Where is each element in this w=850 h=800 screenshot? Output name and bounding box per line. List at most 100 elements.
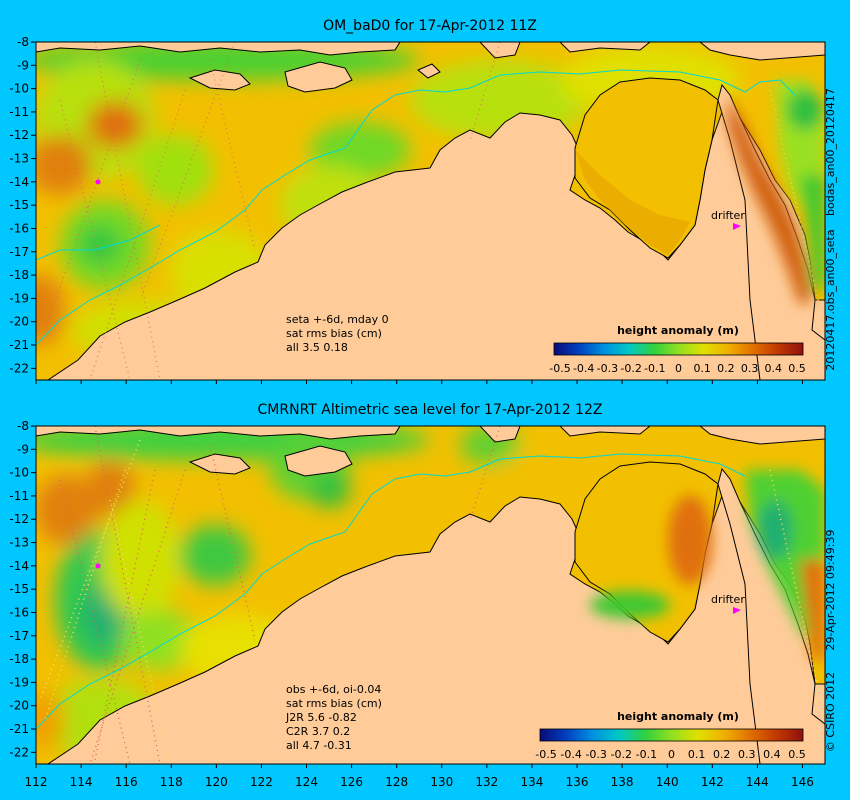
panel-1-note-line: all 3.5 0.18 — [286, 341, 348, 354]
lon-tick-label: 128 — [385, 775, 408, 789]
panel-1-east-field — [728, 80, 825, 305]
lon-tick-label: 114 — [70, 775, 93, 789]
panel-2-note-line: all 4.7 -0.31 — [286, 739, 352, 752]
lat-tick-label: -9 — [17, 58, 29, 72]
lat-tick-label: -10 — [9, 466, 29, 480]
panel-2-isobath — [36, 453, 746, 730]
lon-tick-label: 144 — [746, 775, 769, 789]
panel-1-title: OM_baD0 for 17-Apr-2012 11Z — [323, 18, 537, 34]
lon-tick-label: 136 — [566, 775, 589, 789]
panel-2-note-line: J2R 5.6 -0.82 — [285, 711, 357, 724]
panel-2-tracks — [39, 426, 825, 764]
panel-2-drifter-marker: drifter — [95, 563, 745, 614]
panel-2-lat-axis: -8 -9 -10 -11 -12 -13 -14 -15 -16 -17 -18 -19 -20 -21… — [9, 419, 36, 759]
colorbar-tick-label: 0.5 — [788, 748, 806, 761]
panel-2-colorbar-title: height anomaly (m) — [617, 710, 739, 723]
lat-tick-label: -22 — [9, 361, 29, 375]
panel-2-side-label-bottom: © CSIRO 2012 — [824, 672, 837, 752]
panel-2-title: CMRNRT Altimetric sea level for 17-Apr-2… — [258, 402, 603, 418]
lat-tick-label: -11 — [9, 489, 29, 503]
colorbar-tick-label: -0.4 — [560, 748, 581, 761]
lon-tick-label: 146 — [791, 775, 814, 789]
lon-tick-label: 124 — [295, 775, 318, 789]
colorbar-tick-label: 0.1 — [693, 362, 711, 375]
lat-tick-label: -18 — [9, 652, 29, 666]
lon-tick-label: 132 — [475, 775, 498, 789]
lon-tick-label: 134 — [520, 775, 543, 789]
lon-tick-label: 142 — [701, 775, 724, 789]
colorbar-tick-label: -0.3 — [597, 362, 618, 375]
lat-tick-label: -20 — [9, 699, 29, 713]
panel-2-map-area: drifter — [36, 426, 825, 764]
lon-axis: 112 114 116 118 120 122 124 126 128 130 132 134 136 1… — [25, 380, 814, 789]
panel-1-colorbar-title: height anomaly (m) — [617, 324, 739, 337]
colorbar-tick-label: -0.3 — [585, 748, 606, 761]
lat-tick-label: -8 — [17, 419, 29, 433]
lat-tick-label: -22 — [9, 745, 29, 759]
lat-tick-label: -16 — [9, 605, 29, 619]
lon-tick-label: 140 — [656, 775, 679, 789]
colorbar-tick-label: 0.2 — [717, 362, 735, 375]
panel-2-note-line: C2R 3.7 0.2 — [286, 725, 350, 738]
lat-tick-label: -14 — [9, 175, 29, 189]
lat-tick-label: -16 — [9, 221, 29, 235]
lon-tick-label: 118 — [160, 775, 183, 789]
panel-2-frame — [35, 425, 826, 765]
panel-2-side-label: 29-Apr-2012 09:49:39 — [824, 530, 837, 651]
panel-2-note-line: obs +-6d, oi-0.04 — [286, 683, 381, 696]
panel-2-note-line: sat rms bias (cm) — [286, 697, 382, 710]
panel-1-side-label: 20120417.obs_an00_seta — [824, 229, 837, 370]
panel-1-lat-axis: -8 -9 -10 -11 -12 -13 -14 -15 -16 -17 -18 -19 -20 -21… — [9, 35, 36, 375]
lat-tick-label: -12 — [9, 128, 29, 142]
colorbar-tick-label: -0.5 — [549, 362, 570, 375]
panel-2-drifter-label: drifter — [711, 593, 745, 606]
lat-tick-label: -15 — [9, 582, 29, 596]
panel-1-colorbar: height anomaly (m) -0.5 -0.4 -0.3 -0.2 -0.1 0… — [549, 324, 805, 375]
colorbar-tick-label: 0.4 — [765, 362, 783, 375]
lon-tick-label: 138 — [611, 775, 634, 789]
colorbar-tick-label: 0.3 — [741, 362, 759, 375]
lat-tick-label: -13 — [9, 152, 29, 166]
lat-tick-label: -20 — [9, 315, 29, 329]
lat-tick-label: -11 — [9, 105, 29, 119]
colorbar-tick-label: 0 — [675, 362, 682, 375]
panel-1-frame — [35, 41, 826, 381]
lat-tick-label: -19 — [9, 291, 29, 305]
panel-1-drifter-label: drifter — [711, 209, 745, 222]
lat-tick-label: -17 — [9, 245, 29, 259]
colorbar-tick-label: 0.3 — [738, 748, 756, 761]
lon-tick-label: 120 — [205, 775, 228, 789]
lat-tick-label: -15 — [9, 198, 29, 212]
panel-1: OM_baD0 for 17-Apr-2012 11Z — [9, 18, 837, 381]
panel-2-notes: obs +-6d, oi-0.04 sat rms bias (cm) J2R … — [285, 683, 382, 752]
panel-1-notes: seta +-6d, mday 0 sat rms bias (cm) all … — [286, 313, 389, 354]
lat-tick-label: -10 — [9, 82, 29, 96]
lon-tick-label: 126 — [340, 775, 363, 789]
lat-tick-label: -21 — [9, 338, 29, 352]
lon-tick-label: 122 — [250, 775, 273, 789]
colorbar-tick-label: 0.4 — [763, 748, 781, 761]
panel-2-colorbar: height anomaly (m) -0.5 -0.4 -0.3 -0.2 -0.1 0… — [535, 710, 805, 761]
lat-tick-label: -14 — [9, 559, 29, 573]
colorbar-tick-label: -0.2 — [620, 362, 641, 375]
colorbar-tick-label: -0.1 — [636, 748, 657, 761]
lon-tick-label: 130 — [430, 775, 453, 789]
panel-2-land — [36, 426, 825, 764]
lat-tick-label: -9 — [17, 442, 29, 456]
panel-2: CMRNRT Altimetric sea level for 17-Apr-2… — [9, 402, 837, 765]
lat-tick-label: -21 — [9, 722, 29, 736]
colorbar-tick-label: -0.4 — [573, 362, 594, 375]
colorbar-tick-label: -0.5 — [535, 748, 556, 761]
colorbar-tick-label: -0.1 — [644, 362, 665, 375]
panel-1-map-area: drifter — [36, 42, 825, 380]
colorbar-tick-label: 0 — [668, 748, 675, 761]
panel-1-drifter-marker: drifter — [95, 179, 745, 230]
lat-tick-label: -12 — [9, 512, 29, 526]
colorbar-tick-label: 0.2 — [713, 748, 731, 761]
lat-tick-label: -8 — [17, 35, 29, 49]
lat-tick-label: -13 — [9, 536, 29, 550]
panel-1-isobath — [36, 69, 796, 346]
panel-2-colorbar-gradient — [539, 728, 804, 742]
lat-tick-label: -18 — [9, 268, 29, 282]
